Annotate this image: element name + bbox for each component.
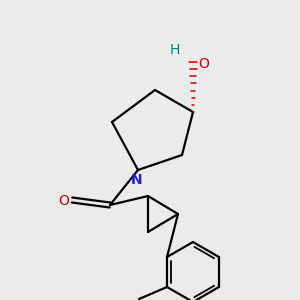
Text: O: O (58, 194, 69, 208)
Text: H: H (170, 43, 180, 57)
Text: O: O (198, 57, 209, 71)
Text: N: N (131, 173, 143, 187)
